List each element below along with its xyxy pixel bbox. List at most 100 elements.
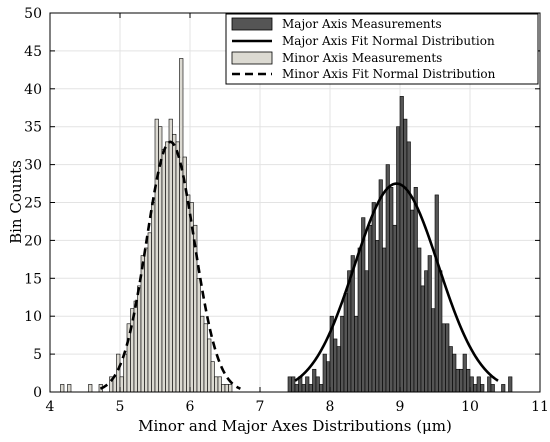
y-tick-label: 20 [24,233,42,249]
major-axis-bar [438,270,443,393]
minor-axis-bar [67,384,72,393]
minor-axis-bar [144,247,149,393]
major-axis-bar [473,384,478,393]
major-axis-bar [508,376,513,393]
major-axis-bar [340,315,345,393]
major-axis-bar [389,187,394,393]
y-tick-label: 25 [24,196,42,212]
major-axis-bar [322,353,327,393]
major-axis-bar [315,376,320,393]
major-axis-bar [301,384,306,393]
legend-label-major-measurements: Major Axis Measurements [282,17,442,31]
major-axis-bar [364,270,369,393]
minor-axis-bar [130,308,135,393]
major-axis-bar [448,346,453,393]
major-axis-bar [462,353,467,393]
minor-axis-bar [196,277,201,393]
major-axis-fit-curve [294,182,499,382]
major-axis-bar [466,368,471,393]
legend-label-major-fit: Major Axis Fit Normal Distribution [282,34,495,48]
major-axis-bar [326,361,331,393]
minor-axis-bar [207,338,212,393]
minor-axis-bar [168,118,173,393]
minor-axis-bar [154,118,159,393]
major-axis-bar [382,247,387,393]
legend-box [225,13,539,85]
minor-axis-bar [224,384,229,393]
x-tick-label: 6 [186,399,195,415]
y-tick-label: 40 [24,82,42,98]
minor-axis-bar [186,194,191,393]
minor-axis-bar [147,232,152,393]
major-axis-bar [312,368,317,393]
major-axis-bar [441,323,446,393]
minor-axis-bar [60,384,65,393]
major-axis-bar [403,118,408,393]
major-axis-bar [287,376,292,393]
minor-axis-bar [210,361,215,393]
x-tick-label: 9 [396,399,405,415]
minor-axis-bar [228,384,233,393]
minor-axis-bar [175,141,180,393]
minor-axis-fit-curve [99,140,241,390]
major-axis-bar [308,384,313,393]
major-axis-bar [413,187,418,393]
major-axis-bar [336,346,341,393]
major-axis-bar [431,308,436,393]
major-axis-bar [410,209,415,393]
minor-axis-bar [172,133,177,393]
minor-axis-bar [165,141,170,393]
minor-axis-bar [200,315,205,393]
major-axis-bar [427,255,432,393]
y-tick-label: 50 [24,6,42,22]
legend-label-minor-measurements: Minor Axis Measurements [282,51,442,65]
minor-axis-histogram [60,58,233,393]
minor-axis-bar [217,376,222,393]
major-axis-bar [357,247,362,393]
major-axis-bar [455,368,460,393]
major-axis-bar [291,376,296,393]
y-tick-label: 15 [24,271,42,287]
major-axis-bar [354,315,359,393]
major-axis-bar [469,376,474,393]
y-tick-label: 0 [33,385,42,401]
x-axis-label: Minor and Major Axes Distributions (μm) [138,417,452,435]
major-axis-bar [476,376,481,393]
legend-label-minor-fit: Minor Axis Fit Normal Distribution [282,67,496,81]
minor-axis-bar [179,58,184,393]
minor-axis-bar [214,376,219,393]
x-tick-label: 11 [531,399,549,415]
minor-axis-bar [193,224,198,393]
legend-swatch-major-measurements [231,17,273,31]
major-axis-bar [385,164,390,393]
y-tick-label: 45 [24,44,42,60]
x-tick-label: 8 [326,399,335,415]
major-axis-bar [501,384,506,393]
minor-axis-bar [88,384,93,393]
y-tick-label: 5 [33,347,42,363]
major-axis-bar [459,368,464,393]
major-axis-bar [417,247,422,393]
minor-axis-bar [119,376,124,393]
minor-axis-bar [123,353,128,393]
major-axis-bar [452,353,457,393]
y-tick-label: 10 [24,309,42,325]
major-axis-bar [392,224,397,393]
major-axis-bar [396,126,401,393]
major-axis-bar [399,96,404,393]
minor-axis-bar [137,285,142,393]
major-axis-bar [406,141,411,393]
minor-axis-bar [116,353,121,393]
major-axis-bar [490,384,495,393]
minor-axis-bar [126,323,131,393]
legend-swatch-minor-measurements [231,51,273,65]
x-tick-label: 4 [46,399,55,415]
minor-axis-bar [203,323,208,393]
major-axis-bar [319,384,324,393]
major-axis-bar [445,323,450,393]
minor-axis-bar [221,384,226,393]
y-tick-label: 30 [24,158,42,174]
major-axis-bar [378,179,383,393]
